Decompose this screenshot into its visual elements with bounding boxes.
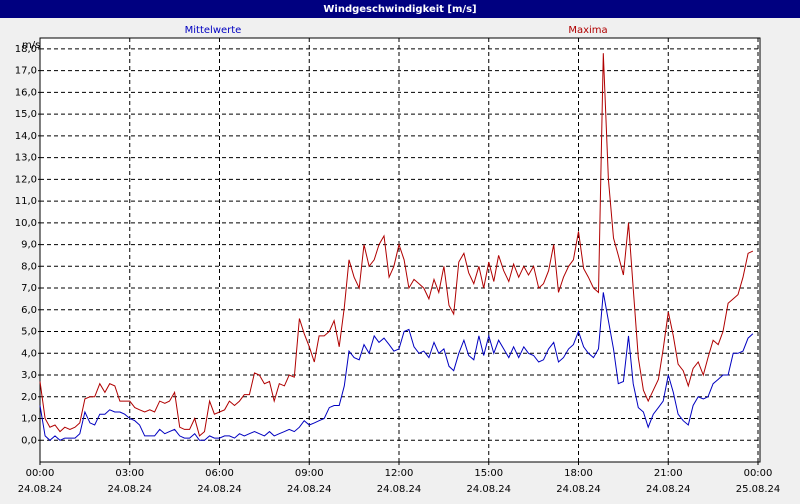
x-tick-date: 24.08.24 xyxy=(466,484,511,495)
legend-label: Maxima xyxy=(568,25,607,36)
chart-title: Windgeschwindigkeit [m/s] xyxy=(323,4,476,15)
x-tick-label: 12:00 xyxy=(385,468,414,479)
y-tick-label: 14,0 xyxy=(15,131,37,142)
legend-label: Mittelwerte xyxy=(185,25,242,36)
y-tick-label: 11,0 xyxy=(15,196,37,207)
series-line xyxy=(39,292,754,441)
y-tick-label: 3,0 xyxy=(21,370,37,381)
x-tick-date: 24.08.24 xyxy=(107,484,152,495)
x-tick-label: 18:00 xyxy=(564,468,593,479)
y-tick-label: 2,0 xyxy=(21,392,37,403)
x-tick-date: 24.08.24 xyxy=(287,484,332,495)
x-tick-date: 24.08.24 xyxy=(197,484,242,495)
x-tick-date: 24.08.24 xyxy=(556,484,601,495)
x-tick-label: 09:00 xyxy=(295,468,324,479)
y-tick-label: 10,0 xyxy=(15,218,37,229)
x-tick-date: 24.08.24 xyxy=(646,484,691,495)
x-tick-date: 25.08.24 xyxy=(736,484,781,495)
y-tick-label: 16,0 xyxy=(15,87,37,98)
y-unit: m/s xyxy=(22,40,40,51)
x-tick-label: 00:00 xyxy=(744,468,773,479)
x-tick-label: 00:00 xyxy=(26,468,55,479)
y-tick-label: 6,0 xyxy=(21,305,37,316)
x-tick-date: 24.08.24 xyxy=(18,484,63,495)
y-tick-label: 0,0 xyxy=(21,435,37,446)
y-tick-label: 4,0 xyxy=(21,348,37,359)
x-tick-date: 24.08.24 xyxy=(377,484,422,495)
y-tick-label: 18,0 xyxy=(15,44,37,55)
y-tick-label: 9,0 xyxy=(21,240,37,251)
plot-area xyxy=(39,37,761,463)
x-tick-label: 06:00 xyxy=(205,468,234,479)
y-tick-label: 13,0 xyxy=(15,153,37,164)
y-tick-label: 15,0 xyxy=(15,109,37,120)
x-tick-label: 21:00 xyxy=(654,468,683,479)
x-tick-label: 03:00 xyxy=(115,468,144,479)
y-tick-label: 1,0 xyxy=(21,414,37,425)
x-tick-label: 15:00 xyxy=(474,468,503,479)
y-tick-label: 12,0 xyxy=(15,174,37,185)
y-tick-label: 17,0 xyxy=(15,66,37,77)
y-tick-label: 5,0 xyxy=(21,327,37,338)
title-bar xyxy=(0,0,800,18)
y-tick-label: 7,0 xyxy=(21,283,37,294)
y-tick-label: 8,0 xyxy=(21,261,37,272)
series-line xyxy=(39,53,754,437)
